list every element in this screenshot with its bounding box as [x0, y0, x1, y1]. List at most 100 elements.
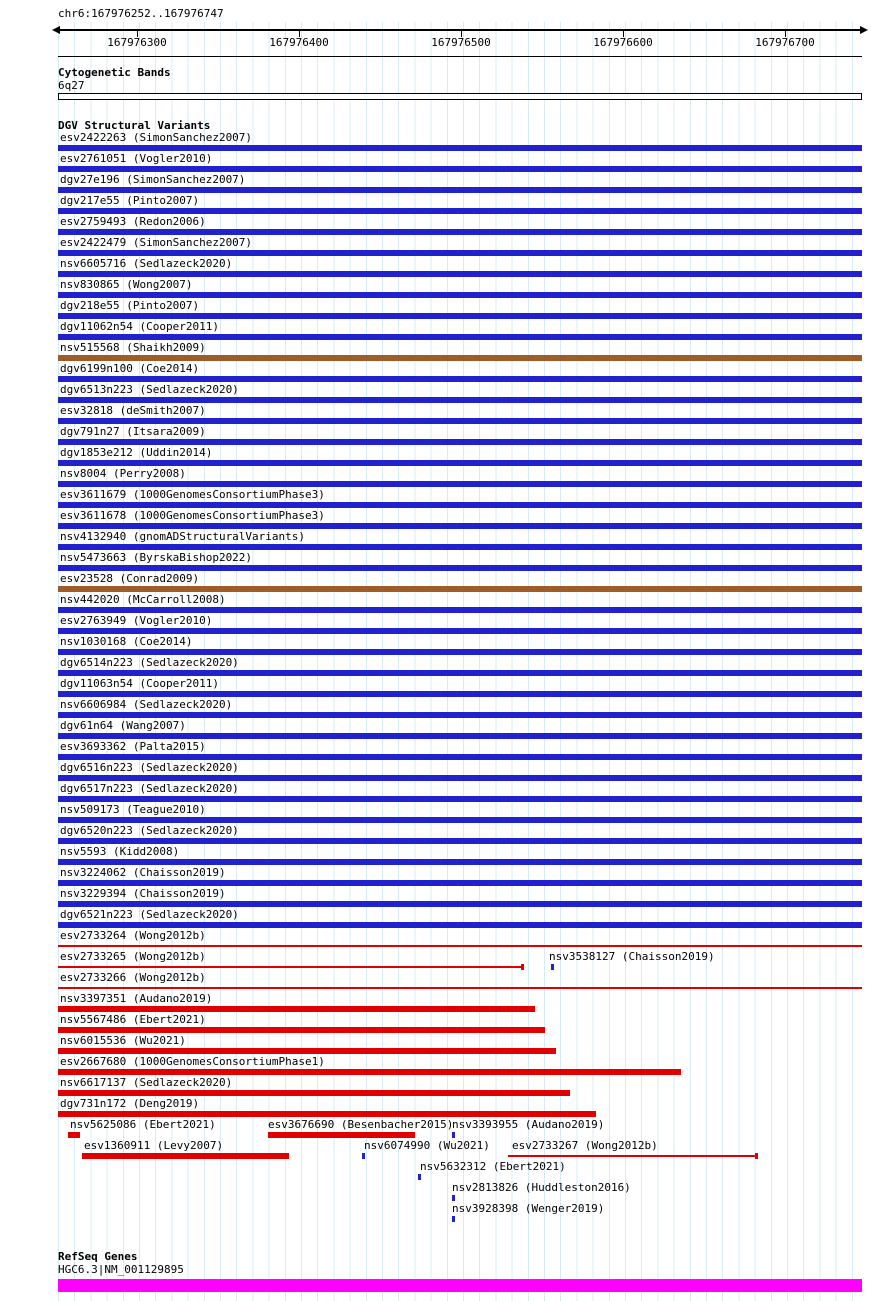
variant-label: esv3676690 (Besenbacher2015): [268, 1118, 454, 1131]
variant-bar[interactable]: [58, 208, 862, 214]
variant-label: dgv11062n54 (Cooper2011): [60, 320, 219, 333]
refseq-gene-glyph[interactable]: [58, 1279, 862, 1292]
variant-label: dgv6513n223 (Sedlazeck2020): [60, 383, 239, 396]
variant-bar[interactable]: [58, 691, 862, 697]
variant-label: nsv830865 (Wong2007): [60, 278, 193, 291]
variant-bar[interactable]: [58, 418, 862, 424]
variant-label: nsv8004 (Perry2008): [60, 467, 186, 480]
variant-bar[interactable]: [58, 166, 862, 172]
variant-point-tick[interactable]: [551, 964, 554, 970]
variant-line[interactable]: [58, 945, 862, 947]
variant-bar[interactable]: [58, 1027, 545, 1033]
variant-bar[interactable]: [58, 439, 862, 445]
variant-point-tick[interactable]: [755, 1153, 758, 1159]
variant-bar[interactable]: [58, 313, 862, 319]
ruler-tick-label: 167976400: [269, 36, 329, 49]
variant-bar[interactable]: [58, 502, 862, 508]
variant-label: dgv27e196 (SimonSanchez2007): [60, 173, 246, 186]
variant-bar[interactable]: [58, 187, 862, 193]
variant-point-tick[interactable]: [362, 1153, 365, 1159]
variant-label: nsv3397351 (Audano2019): [60, 992, 213, 1005]
variant-bar[interactable]: [268, 1132, 415, 1138]
variant-label: nsv3538127 (Chaisson2019): [549, 950, 715, 963]
variant-bar[interactable]: [58, 376, 862, 382]
variant-point-tick[interactable]: [452, 1132, 455, 1138]
variant-label: nsv442020 (McCarroll2008): [60, 593, 226, 606]
variant-label: esv32818 (deSmith2007): [60, 404, 206, 417]
variant-bar[interactable]: [58, 733, 862, 739]
variant-bar[interactable]: [58, 670, 862, 676]
variant-point-tick[interactable]: [452, 1195, 455, 1201]
variant-label: dgv731n172 (Deng2019): [60, 1097, 200, 1110]
variant-bar[interactable]: [58, 544, 862, 550]
variant-label: dgv217e55 (Pinto2007): [60, 194, 200, 207]
ruler-tick-mark: [137, 30, 138, 37]
variant-bar[interactable]: [58, 1048, 556, 1054]
variant-bar[interactable]: [58, 1090, 570, 1096]
variant-label: dgv218e55 (Pinto2007): [60, 299, 200, 312]
variant-bar[interactable]: [58, 712, 862, 718]
variant-label: dgv61n64 (Wang2007): [60, 719, 186, 732]
variant-label: nsv515568 (Shaikh2009): [60, 341, 206, 354]
variant-label: dgv11063n54 (Cooper2011): [60, 677, 219, 690]
region-coordinates: chr6:167976252..167976747: [58, 7, 224, 20]
variant-bar[interactable]: [58, 649, 862, 655]
variant-bar[interactable]: [82, 1153, 289, 1159]
variant-bar[interactable]: [58, 355, 862, 361]
cytoband-glyph[interactable]: [58, 93, 862, 100]
variant-bar[interactable]: [58, 250, 862, 256]
variant-point-tick[interactable]: [452, 1216, 455, 1222]
section-title-refseq-genes: RefSeq Genes: [58, 1250, 138, 1263]
variant-bar[interactable]: [58, 523, 862, 529]
variant-bar[interactable]: [58, 607, 862, 613]
variant-bar[interactable]: [58, 292, 862, 298]
variant-line[interactable]: [508, 1155, 757, 1157]
variant-point-tick[interactable]: [418, 1174, 421, 1180]
variant-bar[interactable]: [58, 922, 862, 928]
variant-label: dgv6199n100 (Coe2014): [60, 362, 200, 375]
variant-bar[interactable]: [58, 397, 862, 403]
variant-bar[interactable]: [58, 1006, 535, 1012]
refseq-gene-label: HGC6.3|NM_001129895: [58, 1263, 184, 1276]
variant-bar[interactable]: [58, 334, 862, 340]
variant-bar[interactable]: [58, 565, 862, 571]
ruler-tick-mark: [785, 30, 786, 37]
variant-line[interactable]: [58, 966, 523, 968]
variant-bar[interactable]: [58, 271, 862, 277]
variant-label: nsv5473663 (ByrskaBishop2022): [60, 551, 253, 564]
variant-bar[interactable]: [58, 880, 862, 886]
variant-label: esv2733265 (Wong2012b): [60, 950, 206, 963]
variant-label: nsv4132940 (gnomADStructuralVariants): [60, 530, 306, 543]
variant-label: nsv6074990 (Wu2021): [364, 1139, 490, 1152]
section-divider: [58, 56, 862, 57]
variant-bar[interactable]: [58, 229, 862, 235]
variant-bar[interactable]: [68, 1132, 80, 1138]
variant-label: nsv6606984 (Sedlazeck2020): [60, 698, 233, 711]
variant-label: esv2763949 (Vogler2010): [60, 614, 213, 627]
variant-label: nsv3393955 (Audano2019): [452, 1118, 605, 1131]
variant-bar[interactable]: [58, 754, 862, 760]
variant-label: nsv3229394 (Chaisson2019): [60, 887, 226, 900]
variant-bar[interactable]: [58, 628, 862, 634]
variant-bar[interactable]: [58, 145, 862, 151]
variant-bar[interactable]: [58, 1111, 596, 1117]
variant-point-tick[interactable]: [521, 964, 524, 970]
variant-bar[interactable]: [58, 775, 862, 781]
ruler-right-arrow-icon[interactable]: [860, 26, 868, 34]
variant-label: nsv6617137 (Sedlazeck2020): [60, 1076, 233, 1089]
variant-bar[interactable]: [58, 817, 862, 823]
variant-label: nsv5593 (Kidd2008): [60, 845, 180, 858]
variant-bar[interactable]: [58, 859, 862, 865]
ruler-left-arrow-icon[interactable]: [52, 26, 60, 34]
variant-line[interactable]: [58, 987, 862, 989]
variant-bar[interactable]: [58, 838, 862, 844]
variant-bar[interactable]: [58, 901, 862, 907]
variant-bar[interactable]: [58, 460, 862, 466]
variant-label: dgv1853e212 (Uddin2014): [60, 446, 213, 459]
variant-bar[interactable]: [58, 1069, 681, 1075]
ruler-tick-mark: [299, 30, 300, 37]
variant-bar[interactable]: [58, 796, 862, 802]
variant-bar[interactable]: [58, 586, 862, 592]
variant-bar[interactable]: [58, 481, 862, 487]
